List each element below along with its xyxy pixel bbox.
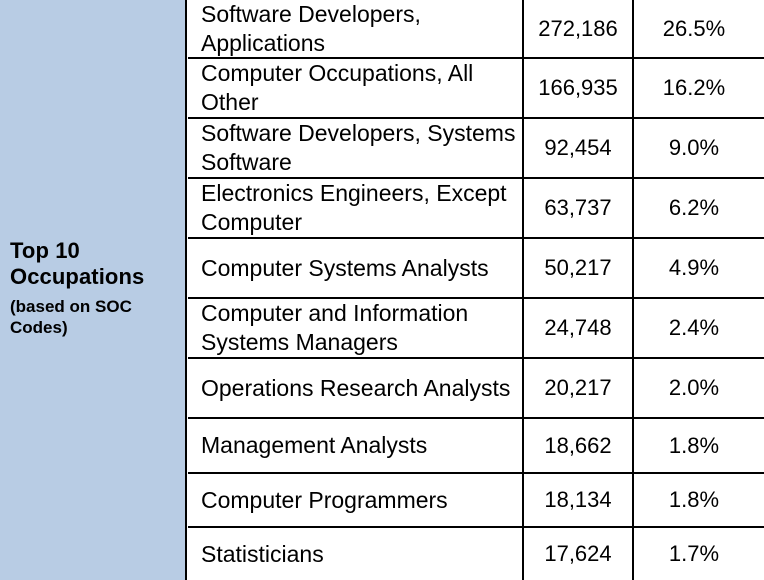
occupations-table: Software Developers, Applications 272,18… — [188, 0, 764, 580]
occupation-cell: Computer Systems Analysts — [188, 239, 524, 297]
occupation-cell: Software Developers, Systems Software — [188, 119, 524, 177]
percent-cell: 1.7% — [668, 541, 720, 566]
table-row: Electronics Engineers, Except Computer 6… — [188, 179, 764, 239]
count-cell: 24,748 — [524, 299, 634, 357]
row-group-header: Top 10 Occupations (based on SOC Codes) — [0, 0, 187, 580]
count-cell: 166,935 — [524, 59, 634, 117]
count-cell: 92,454 — [524, 119, 634, 177]
table-row: Software Developers, Applications 272,18… — [188, 0, 764, 59]
occupation-cell: Software Developers, Applications — [188, 0, 524, 57]
table-row: Operations Research Analysts 20,217 2.0% — [188, 359, 764, 419]
occupation-cell: Management Analysts — [188, 419, 524, 472]
count-cell: 18,662 — [524, 419, 634, 472]
table-row: Computer and Information Systems Manager… — [188, 299, 764, 359]
table-row: Statisticians 17,624 1.7% — [188, 528, 764, 580]
percent-cell: 2.0% — [668, 375, 720, 400]
occupation-cell: Computer and Information Systems Manager… — [188, 299, 524, 357]
percent-cell: 16.2% — [662, 75, 726, 100]
count-cell: 272,186 — [524, 0, 634, 57]
percent-cell: 26.5% — [662, 15, 726, 41]
table-row: Management Analysts 18,662 1.8% — [188, 419, 764, 474]
table-row: Software Developers, Systems Software 92… — [188, 119, 764, 179]
table-row: Computer Occupations, All Other 166,935 … — [188, 59, 764, 119]
percent-cell: 6.2% — [668, 195, 720, 220]
occupation-cell: Computer Programmers — [188, 474, 524, 526]
group-subtitle: (based on SOC Codes) — [10, 296, 132, 338]
count-cell: 18,134 — [524, 474, 634, 526]
count-cell: 17,624 — [524, 528, 634, 580]
percent-cell: 4.9% — [668, 255, 720, 280]
percent-cell: 9.0% — [668, 135, 720, 160]
group-title: Top 10 Occupations — [10, 238, 144, 290]
occupation-cell: Electronics Engineers, Except Computer — [188, 179, 524, 237]
percent-cell: 1.8% — [668, 487, 720, 512]
count-cell: 63,737 — [524, 179, 634, 237]
group-title-line-2: Occupations — [10, 264, 145, 289]
table-row: Computer Programmers 18,134 1.8% — [188, 474, 764, 528]
group-subtitle-line-1: (based on SOC — [10, 297, 132, 316]
occupation-cell: Operations Research Analysts — [188, 359, 524, 417]
percent-cell: 2.4% — [668, 315, 720, 340]
count-cell: 50,217 — [524, 239, 634, 297]
group-subtitle-line-2: Codes) — [10, 318, 68, 337]
table-row: Computer Systems Analysts 50,217 4.9% — [188, 239, 764, 299]
count-cell: 20,217 — [524, 359, 634, 417]
percent-cell: 1.8% — [668, 432, 720, 458]
group-title-line-1: Top 10 — [10, 238, 80, 263]
occupation-cell: Statisticians — [188, 528, 524, 580]
occupation-cell: Computer Occupations, All Other — [188, 59, 524, 117]
